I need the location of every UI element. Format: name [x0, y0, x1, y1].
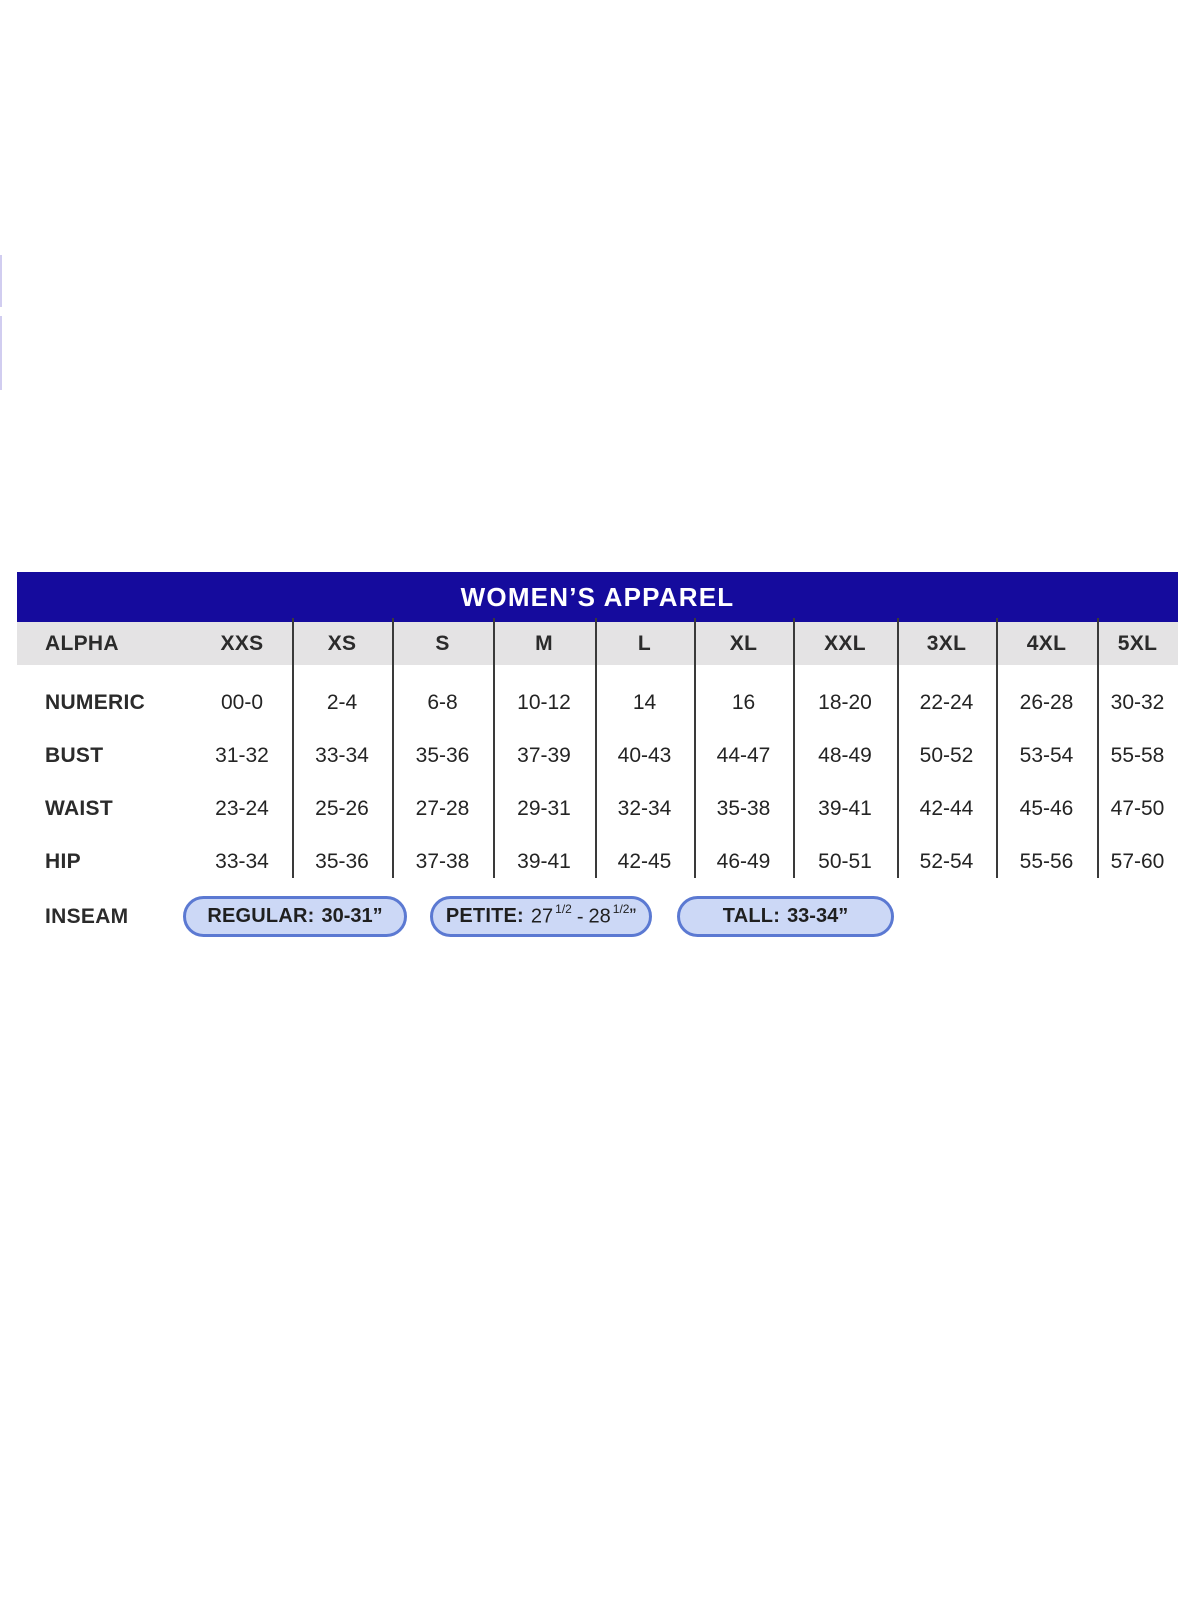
- column-divider: [392, 618, 394, 878]
- column-divider: [793, 618, 795, 878]
- row-label-bust: BUST: [45, 743, 104, 767]
- size-cell: 29-31: [517, 796, 571, 820]
- size-cell: 10-12: [517, 690, 571, 714]
- size-cell: 35-36: [415, 743, 470, 767]
- inseam-row: INSEAM REGULAR: 30-31” PETITE: 27 1/2-28 1…: [17, 896, 1178, 937]
- row-label-numeric: NUMERIC: [45, 690, 146, 714]
- inseam-pill-regular: REGULAR: 30-31”: [183, 896, 407, 937]
- size-cell: 27-28: [415, 796, 470, 820]
- inseam-pill-petite: PETITE: 27 1/2-28 1/2”: [430, 896, 652, 937]
- pill-label: REGULAR:: [207, 905, 315, 927]
- col-header-4xl: 4XL: [1026, 631, 1067, 655]
- column-divider: [996, 618, 998, 878]
- size-cell: 48-49: [818, 743, 872, 767]
- size-cell: 00-0: [220, 690, 264, 714]
- column-divider: [694, 618, 696, 878]
- size-cell: 23-24: [215, 796, 269, 820]
- size-cell: 50-51: [818, 849, 872, 873]
- col-header-5xl: 5XL: [1117, 631, 1158, 655]
- col-header-m: M: [535, 631, 553, 655]
- size-cell: 37-38: [415, 849, 470, 873]
- size-cell: 35-38: [716, 796, 771, 820]
- size-cell: 35-36: [315, 849, 369, 873]
- column-divider: [493, 618, 495, 878]
- col-header-xxs: XXS: [220, 631, 264, 655]
- size-cell: 45-46: [1019, 796, 1074, 820]
- pill-label: PETITE:: [445, 905, 524, 927]
- size-cell: 31-32: [215, 743, 269, 767]
- row-label-inseam: INSEAM: [45, 905, 129, 928]
- size-cell: 57-60: [1110, 849, 1165, 873]
- col-header-alpha: ALPHA: [45, 631, 119, 655]
- size-cell: 30-32: [1110, 690, 1165, 714]
- size-header-row: ALPHA XXS XS S M L XL XXL 3XL 4XL 5XL: [17, 622, 1178, 665]
- pill-value: 33-34”: [787, 905, 849, 927]
- waist-row: WAIST 23-24 25-26 27-28 29-31 32-34 35-3…: [17, 782, 1178, 835]
- row-label-hip: HIP: [45, 849, 81, 873]
- col-header-xxl: XXL: [824, 631, 866, 655]
- pill-value: 27 1/2-28 1/2”: [530, 902, 637, 928]
- size-cell: 47-50: [1110, 796, 1165, 820]
- numeric-row: NUMERIC 00-0 2-4 6-8 10-12 14 16 18-20 2…: [17, 676, 1178, 729]
- col-header-xs: XS: [327, 631, 357, 655]
- size-cell: 55-56: [1019, 849, 1074, 873]
- half-fraction: 1/2: [555, 902, 572, 917]
- size-cell: 2-4: [326, 690, 358, 714]
- size-cell: 50-52: [919, 743, 974, 767]
- chart-title: WOMEN’S APPAREL: [460, 581, 735, 612]
- size-cell: 42-44: [919, 796, 974, 820]
- pill-label: TALL:: [722, 905, 781, 927]
- size-cell: 33-34: [315, 743, 369, 767]
- size-cell: 53-54: [1019, 743, 1074, 767]
- size-cell: 16: [731, 690, 756, 714]
- size-cell: 39-41: [818, 796, 872, 820]
- size-cell: 39-41: [517, 849, 571, 873]
- col-header-s: S: [435, 631, 450, 655]
- size-cell: 33-34: [215, 849, 269, 873]
- col-header-xl: XL: [729, 631, 758, 655]
- size-cell: 46-49: [716, 849, 771, 873]
- column-divider: [1097, 618, 1099, 878]
- size-cell: 37-39: [517, 743, 571, 767]
- left-edge-decor: [0, 316, 2, 390]
- size-cell: 14: [632, 690, 657, 714]
- col-header-3xl: 3XL: [926, 631, 967, 655]
- column-divider: [292, 618, 294, 878]
- column-divider: [595, 618, 597, 878]
- size-cell: 52-54: [919, 849, 974, 873]
- size-cell: 18-20: [818, 690, 872, 714]
- womens-apparel-size-chart: WOMEN’S APPAREL ALPHA XXS XS S M L XL XX…: [17, 572, 1178, 942]
- size-cell: 44-47: [716, 743, 771, 767]
- size-cell: 6-8: [427, 690, 458, 714]
- size-cell: 42-45: [617, 849, 672, 873]
- size-cell: 40-43: [617, 743, 672, 767]
- size-cell: 25-26: [315, 796, 369, 820]
- half-fraction: 1/2: [612, 902, 630, 917]
- size-cell: 26-28: [1019, 690, 1074, 714]
- row-label-waist: WAIST: [45, 796, 113, 820]
- chart-title-bar: WOMEN’S APPAREL: [17, 572, 1178, 622]
- col-header-l: L: [637, 631, 652, 655]
- size-cell: 55-58: [1110, 743, 1165, 767]
- pill-value: 30-31”: [321, 905, 383, 927]
- column-divider: [897, 618, 899, 878]
- inseam-pill-tall: TALL: 33-34”: [677, 896, 894, 937]
- hip-row: HIP 33-34 35-36 37-38 39-41 42-45 46-49 …: [17, 835, 1178, 888]
- size-cell: 32-34: [617, 796, 672, 820]
- left-edge-decor: [0, 255, 2, 307]
- bust-row: BUST 31-32 33-34 35-36 37-39 40-43 44-47…: [17, 729, 1178, 782]
- size-cell: 22-24: [919, 690, 974, 714]
